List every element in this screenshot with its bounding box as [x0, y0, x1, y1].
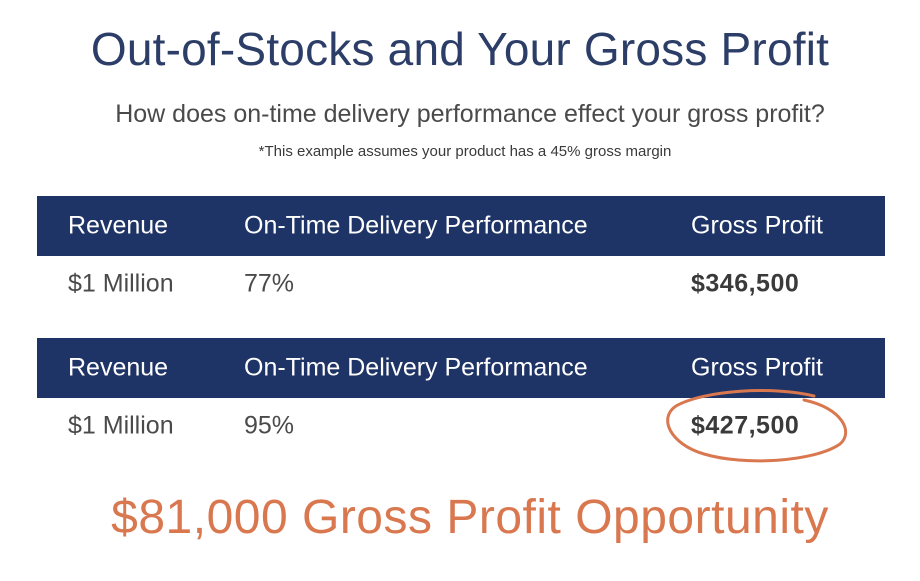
performance-value: 95%: [244, 411, 295, 440]
table-header: Revenue On-Time Delivery Performance Gro…: [37, 196, 885, 256]
opportunity-headline: $81,000 Gross Profit Opportunity: [111, 491, 829, 544]
header-on-time-delivery: On-Time Delivery Performance: [244, 211, 588, 240]
header-gross-profit: Gross Profit: [691, 353, 823, 382]
revenue-value: $1 Million: [68, 269, 174, 298]
table-header: Revenue On-Time Delivery Performance Gro…: [37, 338, 885, 398]
performance-value: 77%: [244, 269, 295, 298]
page-title: Out-of-Stocks and Your Gross Profit: [90, 23, 830, 75]
table-row: $1 Million 77% $346,500: [37, 256, 885, 312]
header-revenue: Revenue: [68, 211, 169, 240]
header-revenue: Revenue: [68, 353, 169, 382]
table-row: $1 Million 95% $427,500: [37, 398, 885, 454]
revenue-value: $1 Million: [68, 411, 174, 440]
profit-table-95: Revenue On-Time Delivery Performance Gro…: [37, 338, 885, 454]
gross-profit-value: $427,500: [691, 411, 800, 440]
profit-table-77: Revenue On-Time Delivery Performance Gro…: [37, 196, 885, 312]
page-subtitle: How does on-time delivery performance ef…: [115, 100, 825, 128]
footnote: *This example assumes your product has a…: [258, 143, 672, 160]
gross-profit-value: $346,500: [691, 269, 800, 298]
header-on-time-delivery: On-Time Delivery Performance: [244, 353, 588, 382]
header-gross-profit: Gross Profit: [691, 211, 823, 240]
